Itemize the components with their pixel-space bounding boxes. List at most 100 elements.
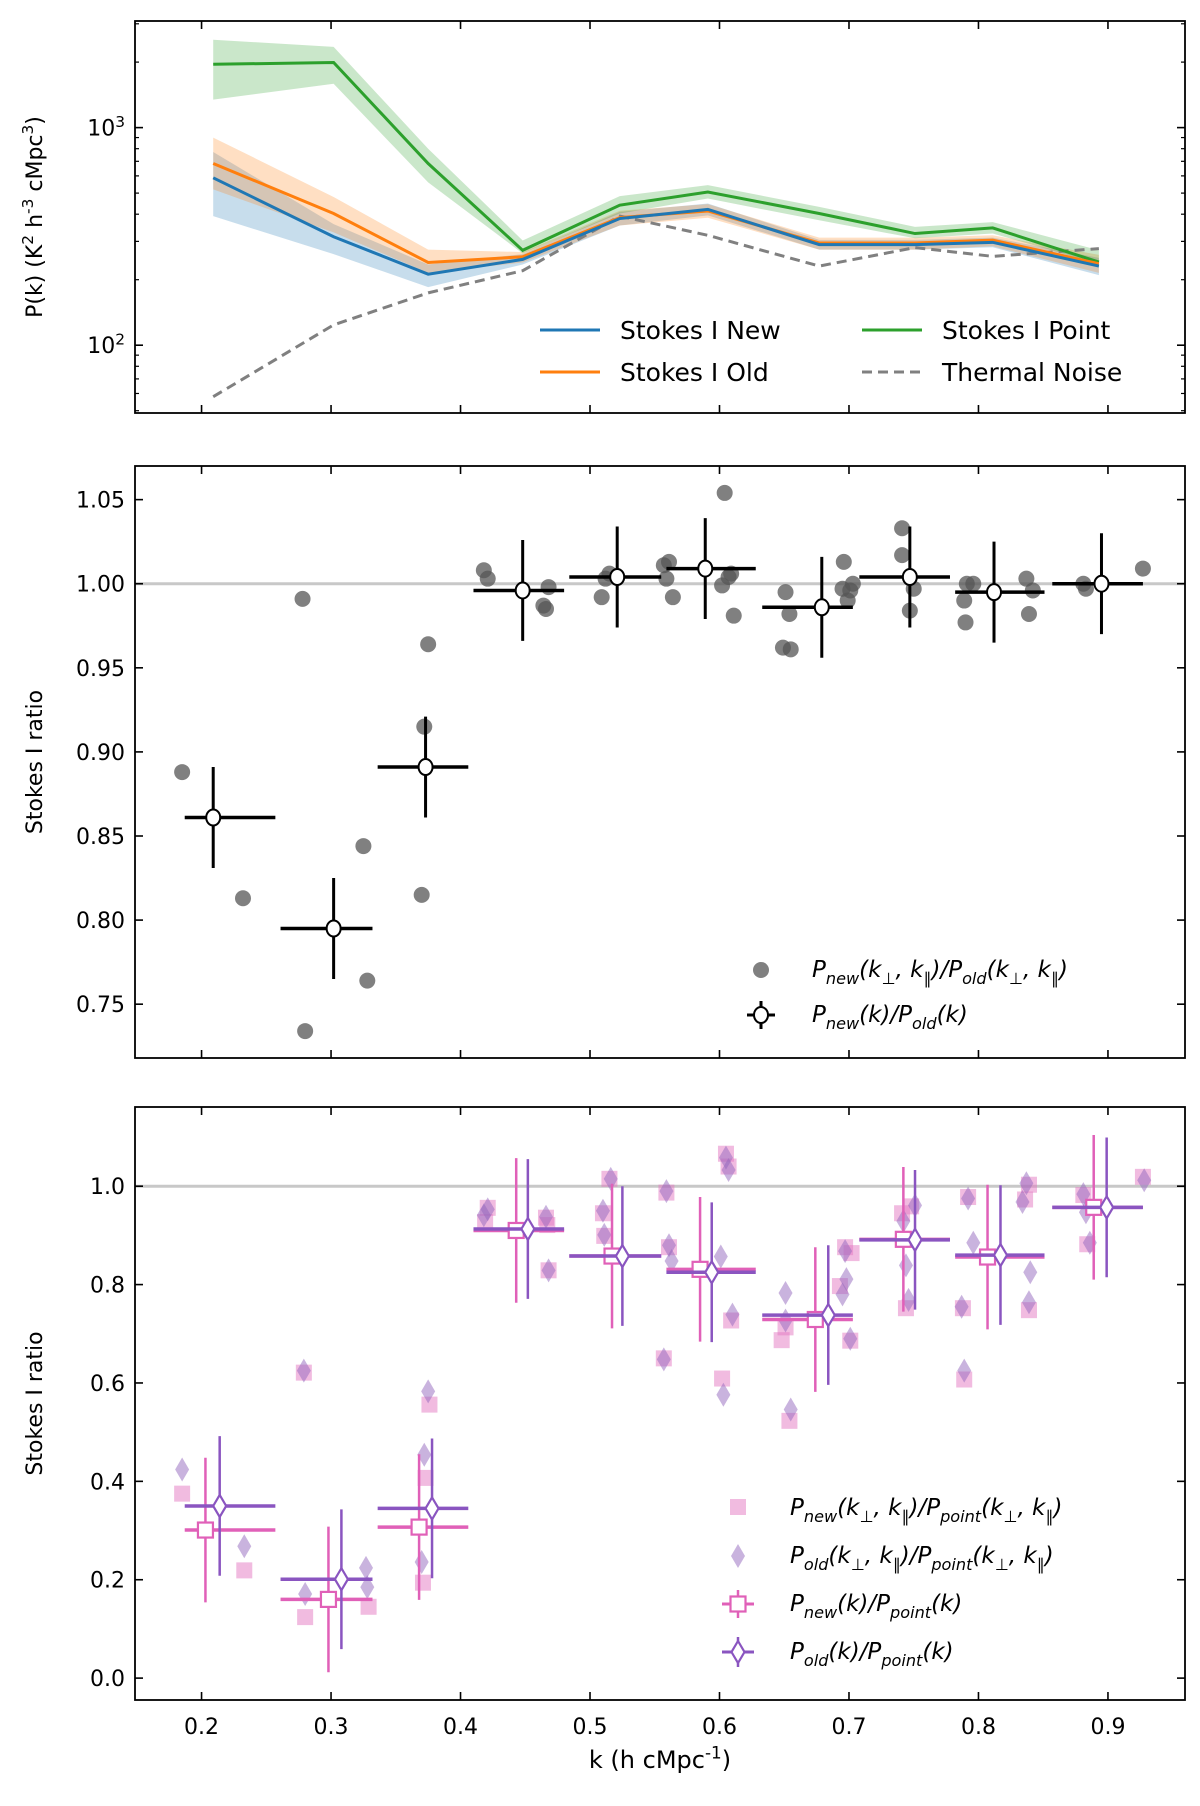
legend-swatch bbox=[729, 1595, 747, 1613]
scatter-diamond bbox=[360, 1575, 375, 1600]
scatter-point bbox=[297, 1023, 314, 1040]
scatter-diamond bbox=[721, 1157, 736, 1182]
scatter-square bbox=[417, 1469, 434, 1486]
binned-diamond bbox=[333, 1566, 350, 1593]
legend-swatch bbox=[730, 1638, 746, 1666]
scatter-diamond bbox=[296, 1358, 311, 1383]
scatter-diamond bbox=[664, 1248, 679, 1273]
scatter-diamond bbox=[716, 1382, 731, 1407]
legend-swatch bbox=[753, 962, 769, 978]
x-axis-label: k (h cMpc-1​) bbox=[589, 1742, 731, 1774]
scatter-point bbox=[660, 553, 677, 570]
scatter-point bbox=[359, 972, 376, 989]
y-tick-label: 0.4 bbox=[90, 1470, 125, 1495]
binned-square bbox=[319, 1590, 338, 1609]
x-tick-label: 0.8 bbox=[961, 1715, 996, 1740]
plot-area bbox=[212, 39, 1100, 398]
power-spectrum-panel: 102​ 103​ P(k) (K2​ h-3​ cMpc3​) Stokes I N… bbox=[19, 20, 1186, 414]
scatter-point bbox=[716, 484, 733, 501]
legend-label: Stokes I Point bbox=[942, 316, 1110, 345]
scatter-square bbox=[297, 1609, 314, 1626]
scatter-point bbox=[294, 590, 311, 607]
scatter-diamond bbox=[538, 1204, 553, 1229]
binned-square bbox=[410, 1518, 428, 1536]
binned-point bbox=[417, 758, 434, 777]
legend-label: Pold​(k)/Ppoint​(k) bbox=[790, 1639, 954, 1670]
scatter-point bbox=[355, 838, 372, 855]
y-tick-label: 1.00 bbox=[76, 573, 125, 598]
binned-diamond bbox=[520, 1215, 536, 1243]
scatter-point bbox=[894, 520, 911, 537]
new-old-ratio-panel: 0.75 0.80 0.85 0.90 0.95 1.00 1.05 Stokes I rat… bbox=[23, 465, 1186, 1059]
x-tick-label: 0.5 bbox=[573, 1715, 608, 1740]
scatter-diamond bbox=[603, 1166, 618, 1191]
scatter-diamond bbox=[480, 1197, 495, 1222]
binned-square bbox=[196, 1521, 215, 1539]
y-tick-label: 0.95 bbox=[76, 657, 125, 682]
scatter-point bbox=[658, 570, 675, 587]
legend-label: Stokes I Old bbox=[620, 358, 769, 387]
scatter-point bbox=[782, 641, 799, 658]
binned-diamond bbox=[703, 1259, 720, 1286]
scatter-diamond bbox=[237, 1534, 252, 1559]
binned-point bbox=[609, 568, 626, 586]
y-tick-label: 0.80 bbox=[76, 909, 125, 934]
scatter-point bbox=[835, 553, 852, 570]
scatter-square bbox=[414, 1574, 431, 1591]
scatter-point bbox=[479, 570, 496, 587]
binned-diamond bbox=[992, 1241, 1009, 1269]
scatter-diamond bbox=[1137, 1168, 1152, 1193]
scatter-diamond bbox=[595, 1198, 610, 1223]
scatter-diamond bbox=[659, 1179, 674, 1204]
scatter-point bbox=[777, 584, 794, 601]
binned-square bbox=[978, 1248, 997, 1266]
plot-frame bbox=[134, 465, 1186, 1059]
scatter-point bbox=[781, 606, 798, 622]
scatter-point bbox=[174, 764, 191, 781]
scatter-diamond bbox=[901, 1287, 916, 1312]
scatter-diamond bbox=[541, 1258, 556, 1283]
legend-label: Thermal Noise bbox=[941, 358, 1122, 387]
scatter-square bbox=[174, 1485, 191, 1502]
binned-diamond bbox=[1098, 1194, 1115, 1221]
scatter-diamond bbox=[1023, 1260, 1038, 1285]
uncertainty-band bbox=[213, 137, 1099, 273]
binned-point bbox=[813, 598, 830, 617]
y-tick-label: 0.75 bbox=[76, 993, 125, 1018]
scatter-diamond bbox=[954, 1294, 969, 1319]
scatter-point bbox=[956, 592, 973, 609]
y-axis-label: P(k) (K2​ h-3​ cMpc3​) bbox=[19, 116, 48, 318]
y-axis-label: Stokes I ratio bbox=[23, 690, 48, 834]
binned-point bbox=[325, 919, 342, 938]
x-tick-label: 0.2 bbox=[184, 1715, 219, 1740]
legend-swatch bbox=[730, 1499, 746, 1515]
scatter-square bbox=[236, 1562, 253, 1579]
scatter-diamond bbox=[298, 1581, 313, 1606]
scatter-diamond bbox=[417, 1442, 432, 1467]
series-line-stokes-i-point bbox=[213, 60, 1100, 264]
scatter-point bbox=[1020, 606, 1037, 622]
scatter-diamond bbox=[713, 1244, 728, 1269]
scatter-diamond bbox=[843, 1326, 858, 1351]
binned-diamond bbox=[614, 1242, 631, 1270]
scatter-diamond bbox=[783, 1397, 798, 1422]
plot-frame bbox=[134, 20, 1186, 414]
y-axis-label: Stokes I ratio bbox=[23, 1331, 48, 1475]
legend: Pnew​(k⊥​, k∥​)/Ppoint​(k⊥​, k∥​) Pold​(k… bbox=[722, 1495, 1062, 1670]
scatter-diamond bbox=[597, 1222, 612, 1247]
scatter-square bbox=[360, 1598, 377, 1615]
scatter-diamond bbox=[839, 1267, 854, 1292]
scatter-square bbox=[773, 1332, 790, 1349]
scatter-diamond bbox=[966, 1230, 981, 1255]
y-tick-label: 102​ bbox=[87, 330, 125, 359]
scatter-point bbox=[420, 636, 437, 653]
legend-label: Pold​(k⊥​, k∥​)/Ppoint​(k⊥​, k∥​) bbox=[790, 1543, 1054, 1574]
x-tick-label: 0.3 bbox=[314, 1715, 349, 1740]
binned-point bbox=[514, 581, 531, 600]
binned-diamond bbox=[211, 1492, 228, 1520]
y-tick-label: 1.05 bbox=[76, 489, 125, 514]
scatter-point bbox=[1134, 560, 1151, 577]
binned-diamond bbox=[907, 1226, 923, 1253]
binned-diamond bbox=[424, 1495, 440, 1522]
legend: Pnew​(k⊥​, k∥​)/Pold​(k⊥​, k∥​) Pnew​(k)/… bbox=[747, 957, 1068, 1033]
